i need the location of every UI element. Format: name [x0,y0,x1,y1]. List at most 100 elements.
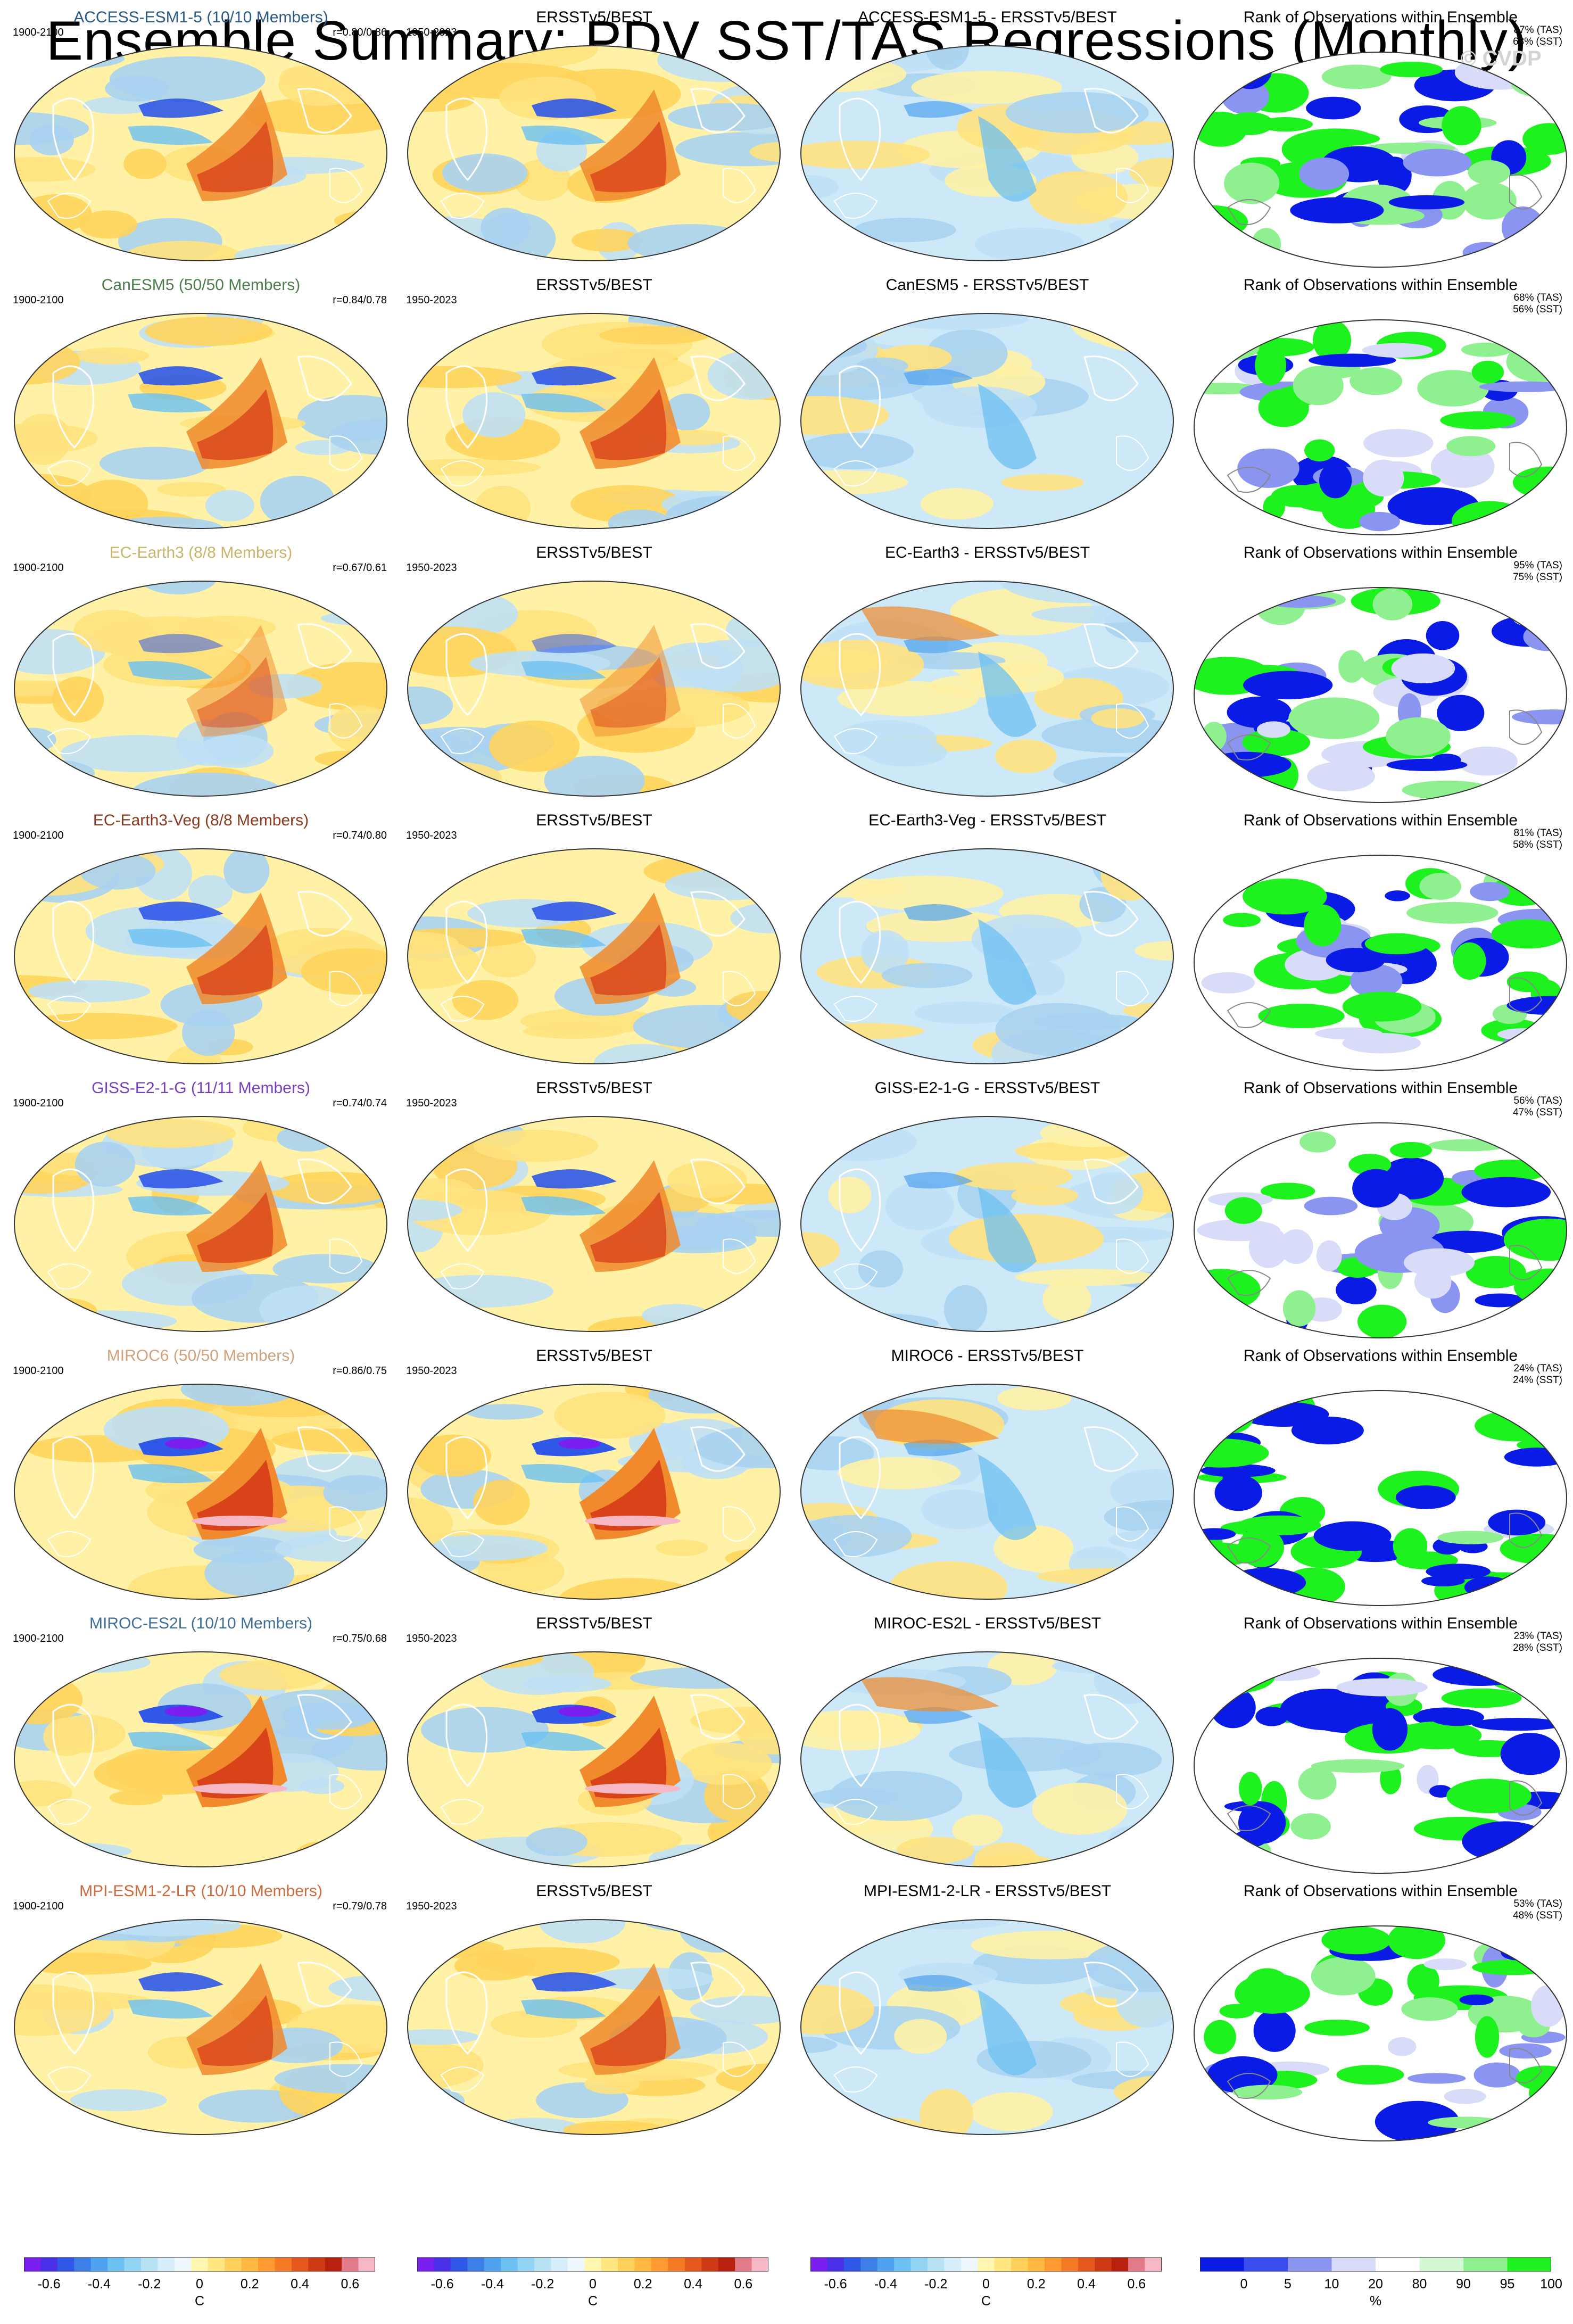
colorbar-swatch [567,2257,585,2271]
panel-title: ERSSTv5/BEST [536,1079,652,1097]
map-rank [1194,1122,1567,1338]
panel-title: MIROC-ES2L - ERSSTv5/BEST [873,1615,1102,1632]
colorbar-swatch [634,2257,652,2271]
colorbar-swatch [1028,2257,1045,2271]
rank-tas: 87% (TAS) [1513,24,1562,36]
panel-title: ACCESS-ESM1-5 (10/10 Members) [73,9,328,26]
pattern-correlation: r=0.86/0.75 [333,1365,387,1377]
colorbar-swatch [1011,2257,1029,2271]
pattern-correlation: r=0.67/0.61 [333,562,387,574]
panel-obs: ERSSTv5/BEST 1950-2023 [398,1606,791,1874]
panel-rank: Rank of Observations within Ensemble 23% … [1184,1606,1573,1874]
colorbar-swatch [910,2257,928,2271]
year-range: 1950-2023 [406,27,457,38]
rank-tas: 53% (TAS) [1513,1898,1562,1909]
colorbar-swatch [1145,2257,1162,2271]
map-model [14,1116,387,1332]
year-range: 1950-2023 [406,1900,457,1912]
year-range: 1900-2100 [13,294,64,306]
colorbar-swatch [877,2257,895,2271]
panel-diff: MIROC-ES2L - ERSSTv5/BEST [791,1606,1184,1874]
panel-title: Rank of Observations within Ensemble [1243,544,1518,561]
colorbar-tick-label: 5 [1284,2277,1291,2292]
year-range: 1950-2023 [406,562,457,574]
panel-model: MPI-ESM1-2-LR (10/10 Members) 1900-2100 r=… [4,1874,398,2141]
map-diff [800,1384,1174,1600]
map-obs [407,848,781,1064]
colorbar-swatch [291,2257,309,2271]
panel-diff: MPI-ESM1-2-LR - ERSSTv5/BEST [791,1874,1184,2141]
rank-sst: 68% (SST) [1513,36,1562,47]
panel-title: Rank of Observations within Ensemble [1243,1347,1518,1364]
colorbar-swatch [124,2257,142,2271]
map-diff [800,45,1174,261]
colorbar-swatch [1128,2257,1146,2271]
map-obs [407,45,781,261]
colorbar-swatch [668,2257,685,2271]
colorbar-swatch [225,2257,242,2271]
panel-title: MPI-ESM1-2-LR (10/10 Members) [79,1882,322,1900]
panel-rank: Rank of Observations within Ensemble 24% … [1184,1338,1573,1606]
colorbar-swatch [467,2257,485,2271]
map-model [14,848,387,1064]
panel-title: CanESM5 - ERSSTv5/BEST [885,276,1089,294]
colorbar-swatch [241,2257,259,2271]
colorbar-swatch [1200,2257,1244,2271]
panel-title: Rank of Observations within Ensemble [1243,1882,1518,1900]
colorbar-unit: % [1369,2294,1382,2309]
colorbar-tick-label: -0.2 [924,2277,948,2292]
panel-title: MIROC-ES2L (10/10 Members) [89,1615,312,1632]
panel-title: Rank of Observations within Ensemble [1243,812,1518,829]
regression-colorbar: -0.6 -0.4 -0.2 0 0.2 0.4 0.6 C [417,2255,773,2318]
colorbar-tick-label: 20 [1368,2277,1383,2292]
rank-sst: 58% (SST) [1513,839,1562,850]
colorbar-tick-label: -0.6 [37,2277,61,2292]
map-diff [800,581,1174,797]
rank-tas: 56% (TAS) [1513,1095,1562,1106]
colorbar-tick-label: 0 [1240,2277,1248,2292]
rank-sst: 75% (SST) [1513,572,1562,583]
pattern-correlation: r=0.74/0.74 [333,1097,387,1109]
map-diff [800,848,1174,1064]
panel-model: ACCESS-ESM1-5 (10/10 Members) 1900-2100 r=… [4,0,398,268]
colorbar-swatch [894,2257,912,2271]
colorbar-tick-label: 0.4 [1077,2277,1096,2292]
colorbar-tick-label: 80 [1412,2277,1427,2292]
regression-colorbar: -0.6 -0.4 -0.2 0 0.2 0.4 0.6 C [24,2255,380,2318]
colorbar-swatch [701,2257,719,2271]
colorbar-swatch [735,2257,752,2271]
colorbar-swatch [275,2257,292,2271]
pattern-correlation: r=0.79/0.78 [333,1900,387,1912]
panel-obs: ERSSTv5/BEST 1950-2023 [398,803,791,1071]
colorbar-swatch [57,2257,74,2271]
rank-tas: 81% (TAS) [1513,828,1562,839]
panel-obs: ERSSTv5/BEST 1950-2023 [398,268,791,535]
map-diff [800,1919,1174,2135]
colorbar-swatch [684,2257,702,2271]
year-range: 1900-2100 [13,562,64,574]
map-diff [800,1116,1174,1332]
map-model [14,313,387,529]
colorbar-tick-label: -0.4 [87,2277,111,2292]
panel-model: MIROC-ES2L (10/10 Members) 1900-2100 r=0.7… [4,1606,398,1874]
year-range: 1900-2100 [13,1097,64,1109]
colorbar-tick-label: 0.2 [1026,2277,1046,2292]
panel-title: Rank of Observations within Ensemble [1243,9,1518,26]
map-diff [800,313,1174,529]
panel-rank: Rank of Observations within Ensemble 53% … [1184,1874,1573,2141]
colorbar-swatch [584,2257,602,2271]
rank-sst: 28% (SST) [1513,1642,1562,1653]
panel-diff: MIROC6 - ERSSTv5/BEST [791,1338,1184,1606]
colorbar-swatch [751,2257,768,2271]
panel-obs: ERSSTv5/BEST 1950-2023 [398,1071,791,1338]
panel-model: CanESM5 (50/50 Members) 1900-2100 r=0.84/0… [4,268,398,535]
map-rank [1194,52,1567,268]
pattern-correlation: r=0.74/0.80 [333,830,387,841]
panel-diff: GISS-E2-1-G - ERSSTv5/BEST [791,1071,1184,1338]
colorbar-swatch [978,2257,995,2271]
panel-title: EC-Earth3 (8/8 Members) [109,544,293,561]
colorbar-tick-label: 90 [1456,2277,1471,2292]
year-range: 1950-2023 [406,1365,457,1377]
map-rank [1194,1390,1567,1606]
panel-title: ACCESS-ESM1-5 - ERSSTv5/BEST [858,9,1117,26]
